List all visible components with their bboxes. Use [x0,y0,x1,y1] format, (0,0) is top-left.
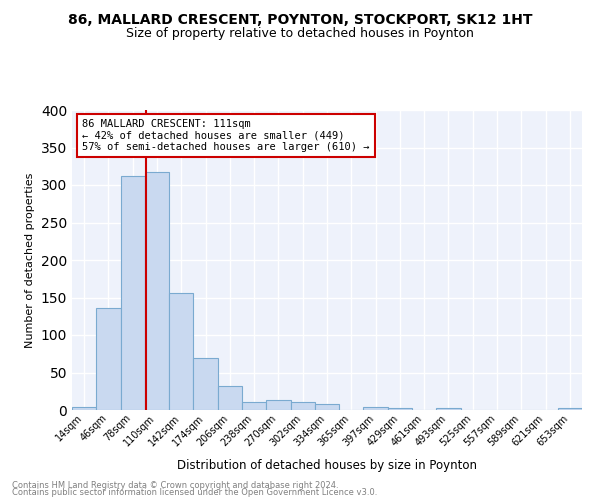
Bar [266,400,290,410]
Bar [315,404,339,410]
Text: Contains HM Land Registry data © Crown copyright and database right 2024.: Contains HM Land Registry data © Crown c… [12,480,338,490]
Bar [169,293,193,410]
Text: 86 MALLARD CRESCENT: 111sqm
← 42% of detached houses are smaller (449)
57% of se: 86 MALLARD CRESCENT: 111sqm ← 42% of det… [82,119,370,152]
Y-axis label: Number of detached properties: Number of detached properties [25,172,35,348]
Bar [193,358,218,410]
Text: Size of property relative to detached houses in Poynton: Size of property relative to detached ho… [126,28,474,40]
Bar [558,408,582,410]
Bar [72,407,96,410]
X-axis label: Distribution of detached houses by size in Poynton: Distribution of detached houses by size … [177,459,477,472]
Bar [364,407,388,410]
Bar [388,408,412,410]
Bar [145,172,169,410]
Bar [121,176,145,410]
Text: Contains public sector information licensed under the Open Government Licence v3: Contains public sector information licen… [12,488,377,497]
Bar [242,402,266,410]
Bar [218,386,242,410]
Bar [290,402,315,410]
Bar [436,408,461,410]
Bar [96,308,121,410]
Text: 86, MALLARD CRESCENT, POYNTON, STOCKPORT, SK12 1HT: 86, MALLARD CRESCENT, POYNTON, STOCKPORT… [68,12,532,26]
